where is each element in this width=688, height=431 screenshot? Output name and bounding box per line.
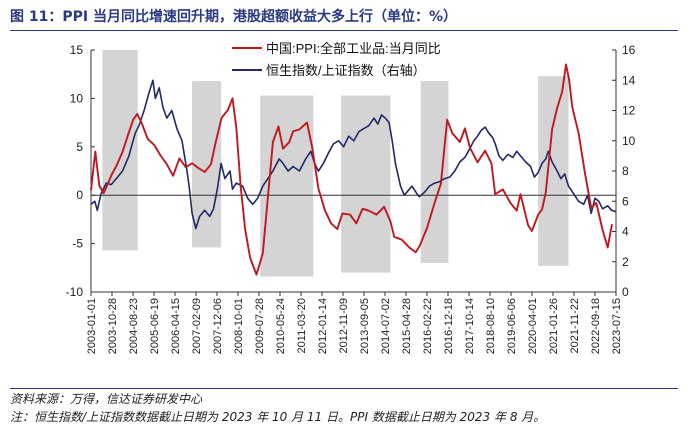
right-tick-label: 10 xyxy=(622,134,636,148)
x-tick-label: 2018-08-10 xyxy=(485,298,497,354)
right-tick-label: 2 xyxy=(622,255,629,269)
right-tick-label: 16 xyxy=(622,43,636,57)
chart: 15 10 5 0 -5 -10 16 14 12 10 8 6 4 2 0 2003-01-01 2003-1… xyxy=(66,41,636,354)
right-tick-label: 8 xyxy=(622,164,629,178)
left-tick-label: -5 xyxy=(72,237,83,251)
x-tick-label: 2022-09-18 xyxy=(590,298,602,354)
footnote: 注：恒生指数/上证指数数据截止日期为 2023 年 10 月 11 日。PPI … xyxy=(10,410,546,424)
x-tick-label: 2020-04-01 xyxy=(527,298,539,354)
ppi-series-line xyxy=(90,63,613,276)
x-tick-label: 2003-01-01 xyxy=(86,298,98,354)
x-tick-label: 2021-11-22 xyxy=(569,298,581,353)
hsi-sse-ratio-series-line xyxy=(90,79,617,230)
axes: 15 10 5 0 -5 -10 16 14 12 10 8 6 4 2 0 2003-01-01 2003-1… xyxy=(66,43,636,354)
x-tick-label: 2003-10-28 xyxy=(107,298,119,354)
left-tick-label: 10 xyxy=(70,91,84,105)
series-lines xyxy=(90,63,617,276)
right-tick-label: 6 xyxy=(622,194,629,208)
x-tick-label: 2009-07-28 xyxy=(254,298,266,354)
legend-label-1: 中国:PPI:全部工业品:当月同比 xyxy=(266,41,441,56)
x-tick-label: 2014-07-02 xyxy=(380,298,392,354)
left-tick-label: 15 xyxy=(70,43,84,57)
right-tick-label: 0 xyxy=(622,285,629,299)
x-tick-label: 2016-02-22 xyxy=(422,298,434,354)
x-tick-label: 2013-09-05 xyxy=(359,298,371,354)
x-tick-label: 2017-10-14 xyxy=(464,298,476,354)
right-tick-label: 14 xyxy=(622,73,636,87)
shaded-periods xyxy=(102,50,569,277)
source-rule xyxy=(10,388,678,389)
shaded-period-2 xyxy=(192,80,222,248)
x-tick-label: 2010-05-24 xyxy=(275,298,287,354)
x-tick-label: 2004-08-23 xyxy=(128,298,140,354)
x-tick-label: 2007-02-09 xyxy=(191,298,203,354)
figure-title: 图 11：PPI 当月同比增速回升期，港股超额收益大多上行（单位：%） xyxy=(10,9,457,25)
source-note: 资料来源：万得，信达证券研发中心 xyxy=(10,392,203,406)
shaded-period-6 xyxy=(538,76,569,266)
title-rule xyxy=(10,30,678,31)
x-tick-label: 2008-10-01 xyxy=(233,298,245,354)
x-tick-label: 2023-07-15 xyxy=(611,298,623,354)
x-tick-label: 2011-03-20 xyxy=(296,298,308,353)
left-tick-label: 0 xyxy=(76,188,83,202)
x-tick-label: 2021-01-26 xyxy=(548,298,560,354)
x-tick-label: 2015-04-28 xyxy=(401,298,413,354)
x-tick-label: 2005-06-19 xyxy=(149,298,161,354)
x-tick-label: 2019-06-06 xyxy=(506,298,518,354)
x-tick-label: 2007-12-06 xyxy=(212,298,224,354)
x-tick-label: 2016-12-18 xyxy=(443,298,455,354)
right-tick-label: 12 xyxy=(622,104,636,118)
left-tick-label: 5 xyxy=(76,140,83,154)
x-tick-label: 2012-01-14 xyxy=(317,298,329,354)
x-tick-label: 2006-04-15 xyxy=(170,298,182,354)
shaded-period-4 xyxy=(341,95,391,273)
shaded-period-1 xyxy=(102,50,138,251)
right-tick-label: 4 xyxy=(622,225,629,239)
left-tick-label: -10 xyxy=(66,285,84,299)
legend-label-2: 恒生指数/上证指数（右轴） xyxy=(266,63,426,78)
x-tick-label: 2012-11-09 xyxy=(338,298,350,353)
